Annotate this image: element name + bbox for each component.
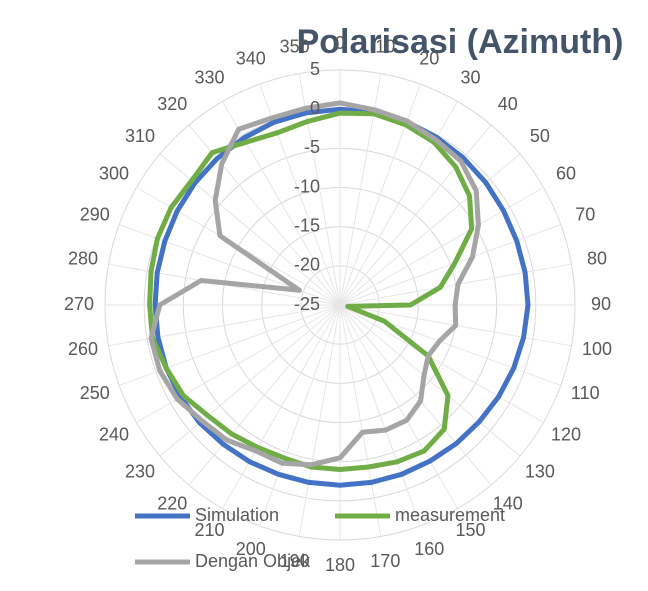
angle-label: 150 (455, 520, 485, 540)
spoke (339, 304, 458, 509)
legend-label: Dengan Objek (195, 551, 311, 571)
legend-label: measurement (395, 505, 505, 525)
spoke (339, 124, 492, 306)
spoke (339, 304, 544, 423)
radial-tick-label: -20 (294, 255, 320, 275)
angle-label: 260 (68, 339, 98, 359)
angle-label: 80 (587, 248, 607, 268)
angle-label: 20 (419, 48, 439, 68)
spoke (108, 304, 341, 347)
angle-label: 30 (460, 68, 480, 88)
radial-tick-label: 0 (310, 98, 320, 118)
spoke (188, 304, 341, 486)
angle-label: 70 (575, 204, 595, 224)
angle-label: 290 (80, 204, 110, 224)
angle-label: 300 (99, 163, 129, 183)
spoke (339, 304, 421, 526)
radial-tick-label: -15 (294, 215, 320, 235)
angle-label: 60 (556, 163, 576, 183)
radial-tick-label: -5 (304, 137, 320, 157)
angle-label: 190 (280, 551, 310, 571)
chart-title: Polarisasi (Azimuth) (297, 23, 624, 61)
angle-label: 160 (414, 539, 444, 559)
angle-label: 40 (498, 94, 518, 114)
angle-label: 0 (335, 33, 345, 53)
angle-label: 320 (157, 94, 187, 114)
angle-label: 130 (525, 462, 555, 482)
angle-label: 220 (157, 494, 187, 514)
angle-label: 170 (370, 551, 400, 571)
angle-label: 340 (236, 48, 266, 68)
legend-label: Simulation (195, 505, 279, 525)
angle-label: 330 (194, 68, 224, 88)
angle-label: 310 (125, 126, 155, 146)
angle-label: 350 (280, 37, 310, 57)
spoke (298, 304, 341, 537)
angle-label: 110 (571, 383, 600, 403)
spoke (188, 124, 341, 306)
angle-label: 210 (194, 520, 224, 540)
angle-label: 250 (80, 383, 110, 403)
radial-tick-label: -10 (294, 176, 320, 196)
angle-label: 140 (493, 494, 523, 514)
spoke (339, 153, 521, 306)
angle-label: 180 (325, 555, 355, 575)
angle-label: 10 (375, 37, 395, 57)
angle-label: 200 (236, 539, 266, 559)
spoke (339, 187, 544, 306)
angle-label: 240 (99, 424, 129, 444)
angle-label: 90 (591, 294, 611, 314)
spoke (159, 304, 341, 457)
spoke (339, 304, 492, 486)
series-line (147, 110, 475, 472)
radial-tick-label: 5 (310, 59, 320, 79)
radial-tick-label: -25 (294, 294, 320, 314)
series-line (148, 100, 481, 468)
angle-label: 230 (125, 462, 155, 482)
angle-label: 120 (551, 424, 581, 444)
angle-label: 270 (64, 294, 94, 314)
spoke (222, 304, 341, 509)
spoke (222, 101, 341, 306)
series-line (152, 106, 531, 488)
spoke (339, 304, 382, 537)
angle-label: 50 (530, 126, 550, 146)
spoke (339, 224, 561, 306)
spoke (339, 304, 521, 457)
spoke (136, 304, 341, 423)
spoke (259, 304, 341, 526)
angle-label: 100 (582, 339, 612, 359)
angle-label: 280 (68, 248, 98, 268)
spoke (119, 304, 341, 386)
